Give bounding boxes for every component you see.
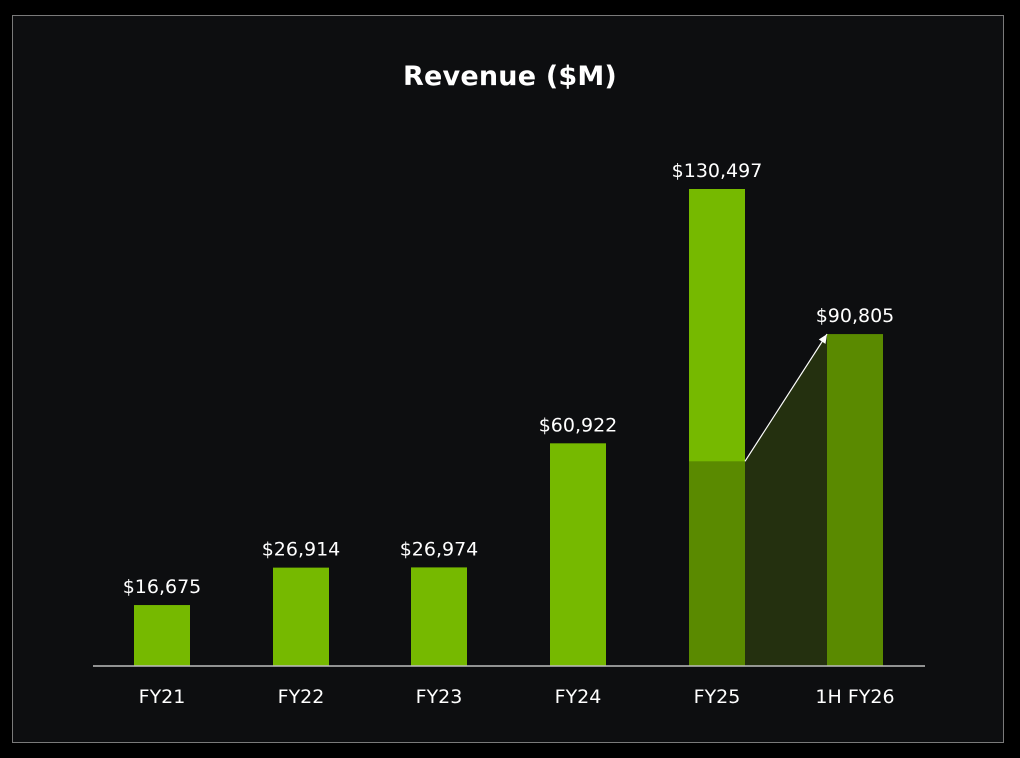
bar-fy23: [411, 567, 467, 666]
bar-fy21: [134, 605, 190, 666]
growth-arrow-line: [744, 333, 828, 462]
value-label-fy23: $26,974: [400, 538, 479, 560]
bar-1h-fy26: [827, 334, 883, 666]
tick-label-1h-fy26: 1H FY26: [815, 686, 894, 708]
tick-label-fy22: FY22: [278, 686, 325, 708]
bar-fy24: [550, 443, 606, 666]
chart-title: Revenue ($M): [403, 61, 617, 92]
value-label-fy25: $130,497: [672, 160, 763, 182]
bar-segment-1h-fy25: [689, 461, 745, 666]
bar-fy22: [273, 567, 329, 666]
growth-arrow-head: [818, 334, 827, 344]
value-label-fy24: $60,922: [539, 414, 618, 436]
comparison-shade: [745, 334, 827, 666]
value-label-fy21: $16,675: [123, 576, 202, 598]
tick-label-fy25: FY25: [694, 686, 741, 708]
value-label-fy22: $26,914: [262, 539, 341, 561]
value-label-1h-fy26: $90,805: [816, 305, 895, 327]
tick-label-fy24: FY24: [555, 686, 602, 708]
tick-label-fy23: FY23: [416, 686, 463, 708]
tick-label-fy21: FY21: [139, 686, 186, 708]
